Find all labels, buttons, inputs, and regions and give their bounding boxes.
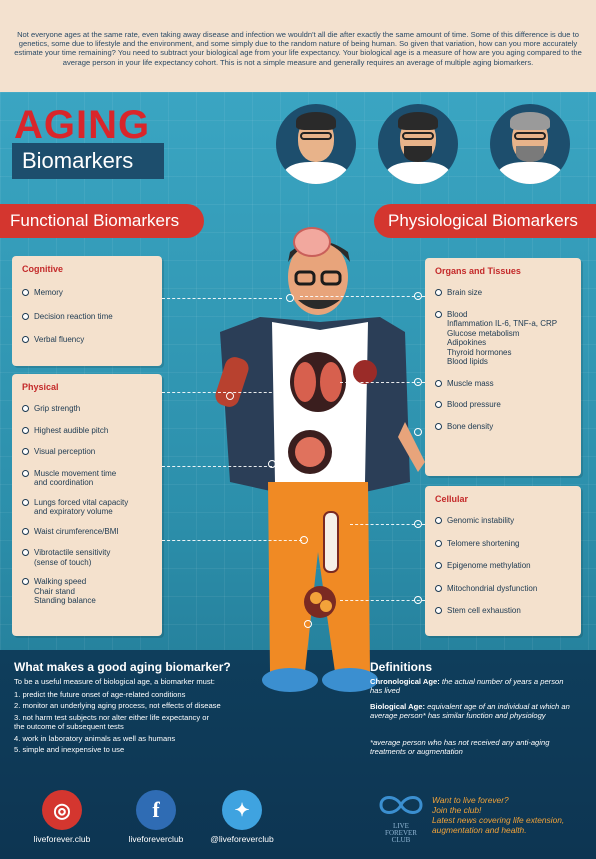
criteria-item: 3. not harm test subjects nor alter eith… — [14, 712, 210, 722]
list-item: Brain size — [435, 288, 571, 298]
list-item-detail: Standing balance — [34, 596, 96, 605]
list-item: Genomic instability — [435, 516, 571, 526]
list-item: Blood pressure — [435, 400, 571, 410]
definitions-title: Definitions — [370, 660, 432, 674]
cognitive-heading: Cognitive — [22, 264, 64, 274]
list-item: Highest audible pitch — [22, 426, 152, 436]
good-biomarker-intro: To be a useful measure of biological age… — [14, 677, 215, 686]
definition-label: Biological Age: — [370, 702, 425, 711]
list-item-detail: Glucose metabolism — [447, 328, 520, 338]
criteria-item: 5. simple and inexpensive to use — [14, 745, 125, 755]
connector-dot — [414, 428, 422, 436]
list-item-detail: and coordination — [34, 478, 94, 487]
criteria-item: 2. monitor an underlying aging process, … — [14, 701, 221, 711]
organs-heading: Organs and Tissues — [435, 266, 521, 276]
list-item: Walking speed — [22, 577, 152, 587]
logo-line: CLUB — [391, 836, 411, 844]
connector-dot — [268, 460, 276, 468]
list-item: Epigenome methylation — [435, 561, 571, 571]
facebook-icon[interactable]: f — [136, 790, 176, 830]
connector-line — [300, 296, 425, 297]
list-item: Muscle movement time — [22, 469, 152, 479]
website-link[interactable]: liveforever.club — [33, 834, 91, 844]
list-item: Verbal fluency — [22, 335, 152, 345]
cta-line: Join the club! — [432, 805, 482, 815]
definition-chronological: Chronological Age: the actual number of … — [370, 677, 570, 696]
list-item-detail: Adipokines — [447, 338, 487, 347]
list-item: Decision reaction time — [22, 312, 152, 322]
cta-line: Want to live forever? — [432, 795, 509, 805]
definition-label: Chronological Age: — [370, 677, 440, 686]
twitter-link[interactable]: @liveforeverclub — [210, 834, 274, 844]
page-subtitle: Biomarkers — [12, 143, 164, 179]
list-item-detail: and expiratory volume — [34, 507, 113, 516]
criteria-item: 1. predict the future onset of age-relat… — [14, 690, 186, 699]
connector-line — [350, 524, 425, 525]
list-item: Bone density — [435, 422, 571, 432]
connector-line — [162, 392, 282, 393]
list-item: Vibrotactile sensitivity — [22, 548, 152, 558]
cta-text: Want to live forever? Join the club! Lat… — [432, 795, 592, 835]
avatar-young — [276, 104, 356, 184]
list-item-detail: Blood lipids — [447, 357, 488, 366]
criteria-item: 4. work in laboratory animals as well as… — [14, 733, 176, 743]
list-item: Telomere shortening — [435, 539, 571, 549]
list-item: Blood — [435, 310, 571, 320]
connector-line — [340, 382, 425, 383]
physiological-banner: Physiological Biomarkers — [374, 204, 596, 238]
twitter-icon[interactable]: ✦ — [222, 790, 262, 830]
list-item: Grip strength — [22, 404, 152, 414]
connector-dot — [414, 292, 422, 300]
good-biomarker-title: What makes a good aging biomarker? — [14, 660, 231, 674]
list-item: Memory — [22, 288, 152, 298]
list-item-detail: Thyroid hormones — [447, 347, 512, 357]
physical-heading: Physical — [22, 382, 59, 392]
connector-dot — [226, 392, 234, 400]
list-item-detail: Inflammation IL-6, TNF-a, CRP — [447, 319, 558, 328]
cognitive-panel: Cognitive Memory Decision reaction time … — [12, 256, 162, 366]
list-item: Waist cirumference/BMI — [22, 527, 152, 537]
connector-dot — [414, 596, 422, 604]
logo-line: LIVE — [393, 822, 409, 830]
definition-text: the actual number of years a person has … — [370, 677, 564, 696]
list-item-detail: Chair stand — [34, 586, 75, 596]
definition-biological: Biological Age: equivalent age of an ind… — [370, 702, 570, 721]
connector-line — [162, 466, 272, 467]
list-item-detail: (sense of touch) — [34, 557, 92, 567]
list-item: Lungs forced vital capacity — [22, 498, 152, 508]
connector-dot — [414, 378, 422, 386]
logo-line: FOREVER — [385, 829, 417, 837]
list-item: Visual perception — [22, 447, 152, 457]
physical-panel: Physical Grip strength Highest audible p… — [12, 374, 162, 636]
list-item: Muscle mass — [435, 379, 571, 389]
connector-line — [340, 600, 425, 601]
human-figure-illustration — [215, 227, 425, 692]
criteria-item: the outcome of subsequent tests — [14, 722, 124, 732]
organs-panel: Organs and Tissues Brain size Blood Infl… — [425, 258, 581, 476]
definition-footnote: *average person who has not received any… — [370, 738, 550, 757]
list-item: Mitochondrial dysfunction — [435, 584, 571, 594]
intro-paragraph: Not everyone ages at the same rate, even… — [0, 0, 596, 92]
connector-line — [162, 540, 302, 541]
cellular-heading: Cellular — [435, 494, 469, 504]
page-title: AGING — [14, 103, 151, 147]
connector-dot — [286, 294, 294, 302]
avatar-middle — [378, 104, 458, 184]
globe-icon[interactable]: ◎ — [42, 790, 82, 830]
avatar-old — [490, 104, 570, 184]
connector-dot — [414, 520, 422, 528]
cta-line: Latest news covering life extension, aug… — [432, 815, 565, 835]
definition-text: equivalent age of an individual at which… — [370, 702, 570, 721]
good-biomarker-list: 1. predict the future onset of age-relat… — [14, 690, 334, 756]
functional-banner: Functional Biomarkers — [0, 204, 204, 238]
facebook-link[interactable]: liveforeverclub — [128, 834, 184, 844]
cellular-panel: Cellular Genomic instability Telomere sh… — [425, 486, 581, 636]
connector-dot — [300, 536, 308, 544]
list-item: Stem cell exhaustion — [435, 606, 571, 616]
infinity-icon — [379, 796, 423, 814]
connector-dot — [304, 620, 312, 628]
connector-line — [162, 298, 282, 299]
live-forever-logo: LIVE FOREVER CLUB — [376, 792, 426, 844]
definition-note: *average person who has not received any… — [370, 738, 570, 757]
